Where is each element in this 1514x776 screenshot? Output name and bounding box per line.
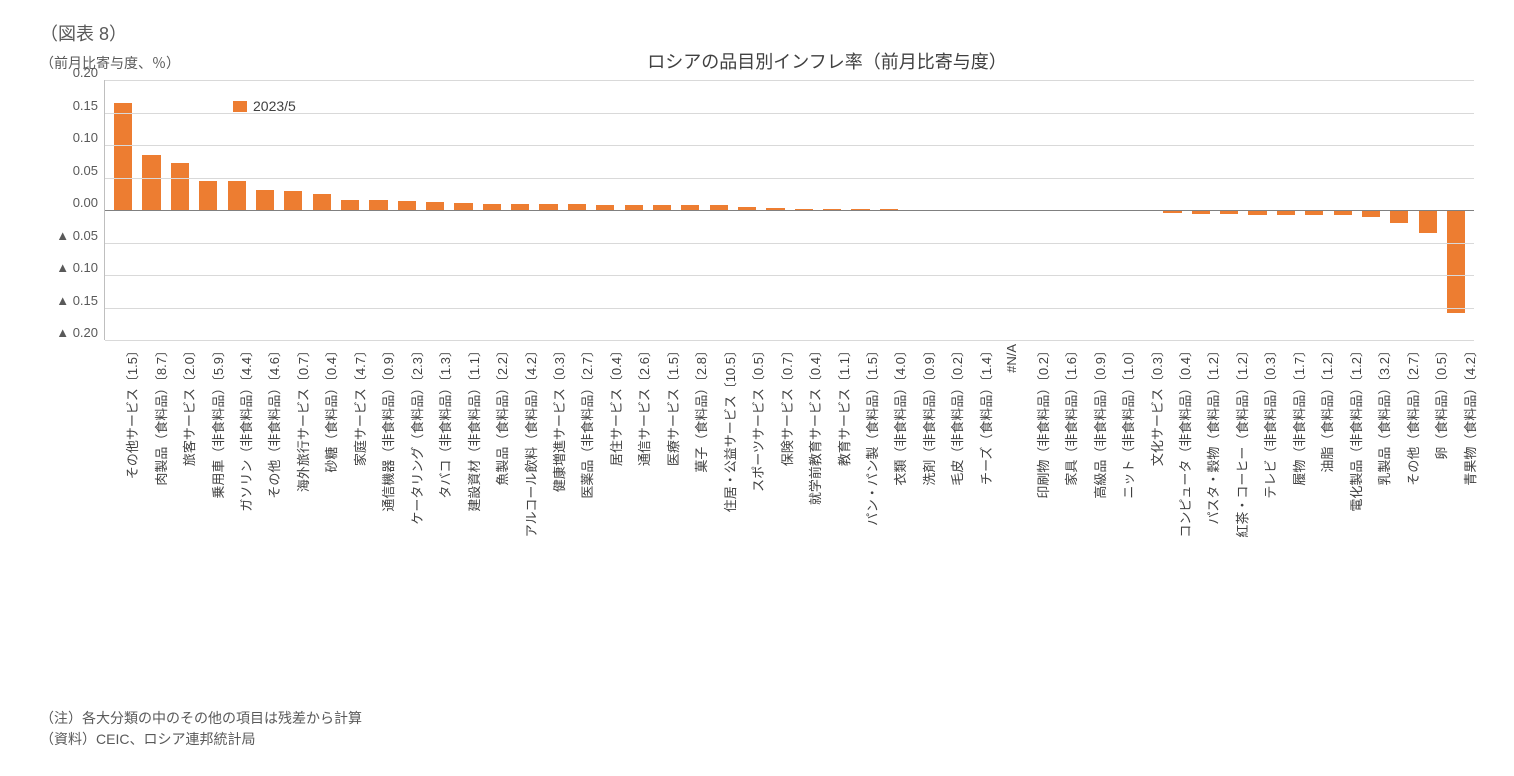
- bar: [398, 201, 416, 210]
- x-label-slot: 高級品（非食料品）〔0.9〕: [1075, 340, 1103, 700]
- x-label-slot: ケータリング（食料品）〔2.3〕: [393, 340, 421, 700]
- bar: [1362, 210, 1380, 217]
- x-label-slot: コンピュータ（非食料品）〔0.4〕: [1161, 340, 1189, 700]
- x-label-slot: 紅茶・コーヒー（食料品）〔1.2〕: [1218, 340, 1246, 700]
- x-tick-label: #N/A: [1004, 344, 1019, 373]
- x-label-slot: 文化サービス〔0.3〕: [1132, 340, 1160, 700]
- bar: [454, 203, 472, 210]
- x-label-slot: 魚製品（食料品）〔2.2〕: [478, 340, 506, 700]
- bar: [256, 190, 274, 210]
- bar: [114, 103, 132, 210]
- chart-title: ロシアの品目別インフレ率（前月比寄与度）: [180, 48, 1474, 74]
- footnote-line: （資料）CEIC、ロシア連邦統計局: [40, 729, 1474, 750]
- x-label-slot: 通信サービス〔2.6〕: [620, 340, 648, 700]
- footnote-line: （注）各大分類の中のその他の項目は残差から計算: [40, 708, 1474, 729]
- x-label-slot: 保険サービス〔0.7〕: [762, 340, 790, 700]
- x-label-slot: 教育サービス〔1.1〕: [819, 340, 847, 700]
- x-label-slot: 洗剤（非食料品）〔0.9〕: [905, 340, 933, 700]
- x-label-slot: 卵（食料品）〔0.5〕: [1417, 340, 1445, 700]
- x-label-slot: #N/A: [990, 340, 1018, 700]
- x-label-slot: 健康増進サービス〔0.3〕: [535, 340, 563, 700]
- x-label-slot: 居住サービス〔0.4〕: [592, 340, 620, 700]
- x-label-slot: 家具（非食料品）〔1.6〕: [1047, 340, 1075, 700]
- bar: [142, 155, 160, 210]
- gridline: [105, 178, 1474, 179]
- bar: [1447, 210, 1465, 313]
- x-label-slot: 乳製品（食料品）〔3.2〕: [1360, 340, 1388, 700]
- x-label-slot: ガソリン（非食料品）〔4.4〕: [222, 340, 250, 700]
- x-label-slot: アルコール飲料（食料品）〔4.2〕: [506, 340, 534, 700]
- x-label-slot: 家庭サービス〔4.7〕: [336, 340, 364, 700]
- bar: [284, 191, 302, 211]
- bar: [199, 181, 217, 210]
- x-label-slot: 就学前教育サービス〔0.4〕: [791, 340, 819, 700]
- figure-container: （図表 8） （前月比寄与度、％） ロシアの品目別インフレ率（前月比寄与度） 0…: [40, 20, 1474, 750]
- x-label-slot: タバコ（非食料品）〔1.3〕: [421, 340, 449, 700]
- x-label-slot: パン・パン製（食料品）〔1.5〕: [848, 340, 876, 700]
- zero-line: [105, 210, 1474, 211]
- x-label-slot: 建設資材（非食料品）〔1.1〕: [449, 340, 477, 700]
- x-label-slot: 旅客サービス〔2.0〕: [165, 340, 193, 700]
- x-label-slot: 乗用車（非食料品）〔5.9〕: [193, 340, 221, 700]
- x-label-slot: 海外旅行サービス〔0.7〕: [279, 340, 307, 700]
- gridline: [105, 113, 1474, 114]
- bar: [313, 194, 331, 210]
- x-label-slot: 油脂（食料品）〔1.2〕: [1303, 340, 1331, 700]
- bar: [426, 202, 444, 210]
- gridline: [105, 243, 1474, 244]
- gridline: [105, 80, 1474, 81]
- x-label-slot: 印刷物（非食料品）〔0.2〕: [1019, 340, 1047, 700]
- footnotes: （注）各大分類の中のその他の項目は残差から計算（資料）CEIC、ロシア連邦統計局: [40, 708, 1474, 750]
- x-label-slot: チーズ（食料品）〔1.4〕: [962, 340, 990, 700]
- x-label-slot: 衣類（非食料品）〔4.0〕: [876, 340, 904, 700]
- gridline: [105, 308, 1474, 309]
- x-label-slot: 医薬品（非食料品）〔2.7〕: [563, 340, 591, 700]
- x-label-slot: その他（食料品）〔2.7〕: [1388, 340, 1416, 700]
- y-axis-unit-label: （前月比寄与度、％）: [40, 53, 180, 73]
- x-label-slot: 肉製品（食料品）〔8.7〕: [136, 340, 164, 700]
- x-label-slot: その他（非食料品）〔4.6〕: [250, 340, 278, 700]
- x-label-slot: テレビ（非食料品）〔0.3〕: [1246, 340, 1274, 700]
- x-label-slot: その他サービス〔1.5〕: [108, 340, 136, 700]
- bar: [369, 200, 387, 210]
- x-label-slot: 医療サービス〔1.5〕: [649, 340, 677, 700]
- x-label-slot: 青果物（食料品）〔4.2〕: [1445, 340, 1473, 700]
- header-row: （前月比寄与度、％） ロシアの品目別インフレ率（前月比寄与度）: [40, 48, 1474, 74]
- gridline: [105, 145, 1474, 146]
- x-label-slot: 通信機器（非食料品）〔0.9〕: [364, 340, 392, 700]
- x-label-slot: パスタ・穀物（食料品）〔1.2〕: [1189, 340, 1217, 700]
- x-label-slot: 菓子（食料品）〔2.8〕: [677, 340, 705, 700]
- bar: [341, 200, 359, 210]
- y-axis: 0.200.150.100.050.00▲ 0.05▲ 0.10▲ 0.15▲ …: [40, 80, 104, 340]
- x-axis-labels: その他サービス〔1.5〕肉製品（食料品）〔8.7〕旅客サービス〔2.0〕乗用車（…: [108, 340, 1474, 700]
- x-label-slot: 履物（非食料品）〔1.7〕: [1275, 340, 1303, 700]
- x-label-slot: 砂糖（食料品）〔0.4〕: [307, 340, 335, 700]
- x-label-slot: スポーツサービス〔0.5〕: [734, 340, 762, 700]
- x-tick-label: 青果物（食料品）〔4.2〕: [1460, 344, 1479, 486]
- x-label-slot: 毛皮（非食料品）〔0.2〕: [933, 340, 961, 700]
- x-label-slot: 電化製品（非食料品）〔1.2〕: [1331, 340, 1359, 700]
- x-label-slot: ニット（非食料品）〔1.0〕: [1104, 340, 1132, 700]
- plot-region: 2023/5: [104, 80, 1474, 340]
- gridline: [105, 275, 1474, 276]
- figure-number: （図表 8）: [40, 20, 1474, 46]
- bar: [228, 181, 246, 210]
- chart-area: 0.200.150.100.050.00▲ 0.05▲ 0.10▲ 0.15▲ …: [40, 80, 1474, 340]
- x-label-slot: 住居・公益サービス〔10.5〕: [706, 340, 734, 700]
- bar: [171, 163, 189, 210]
- bar: [1390, 210, 1408, 223]
- bar: [1419, 210, 1437, 233]
